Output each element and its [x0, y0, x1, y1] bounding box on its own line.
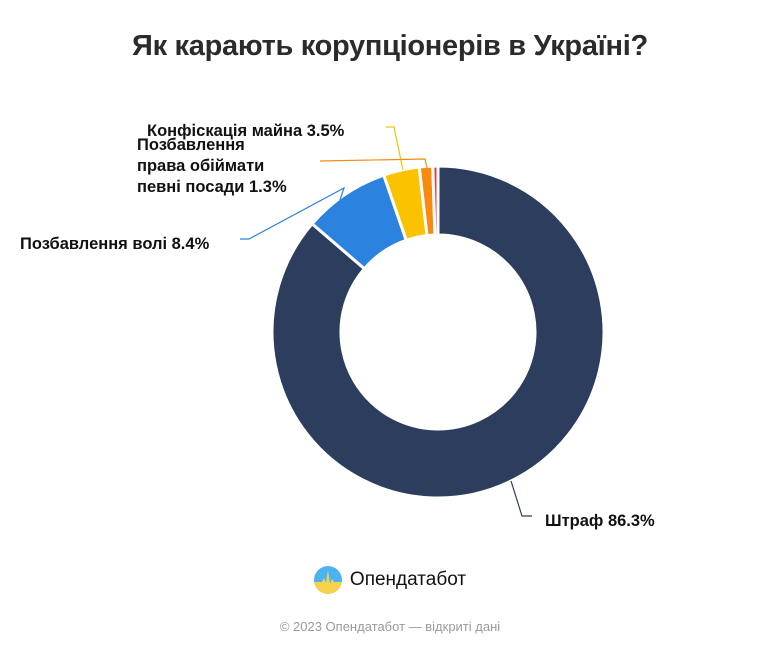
- footer-copyright: © 2023 Опендатабот — відкриті дані: [279, 619, 501, 634]
- donut-slice-0: [270, 164, 606, 500]
- label-posady-line2: права обіймати: [137, 157, 264, 175]
- label-posady-line1: Позбавлення: [137, 136, 245, 154]
- donut-slice-4: [431, 164, 440, 237]
- logo: Опендатабот: [0, 566, 780, 594]
- label-shtraf: Штраф 86.3%: [545, 512, 655, 530]
- leader-line-konfiskatsiia: [386, 126, 404, 171]
- label-posady-line3: певні посади 1.3%: [137, 178, 287, 196]
- leader-line-shtraf: [510, 480, 532, 517]
- logo-text: Опендатабот: [349, 569, 467, 590]
- chart-title: Як карають корупціонерів в Україні?: [132, 30, 648, 62]
- opendatabot-logo-icon: [313, 566, 342, 594]
- leader-line-posady: [319, 158, 429, 173]
- label-konfiskatsiia: Конфіскація майна 3.5%: [147, 122, 345, 140]
- label-volia: Позбавлення волі 8.4%: [20, 235, 210, 253]
- leader-line-volia: [240, 186, 346, 240]
